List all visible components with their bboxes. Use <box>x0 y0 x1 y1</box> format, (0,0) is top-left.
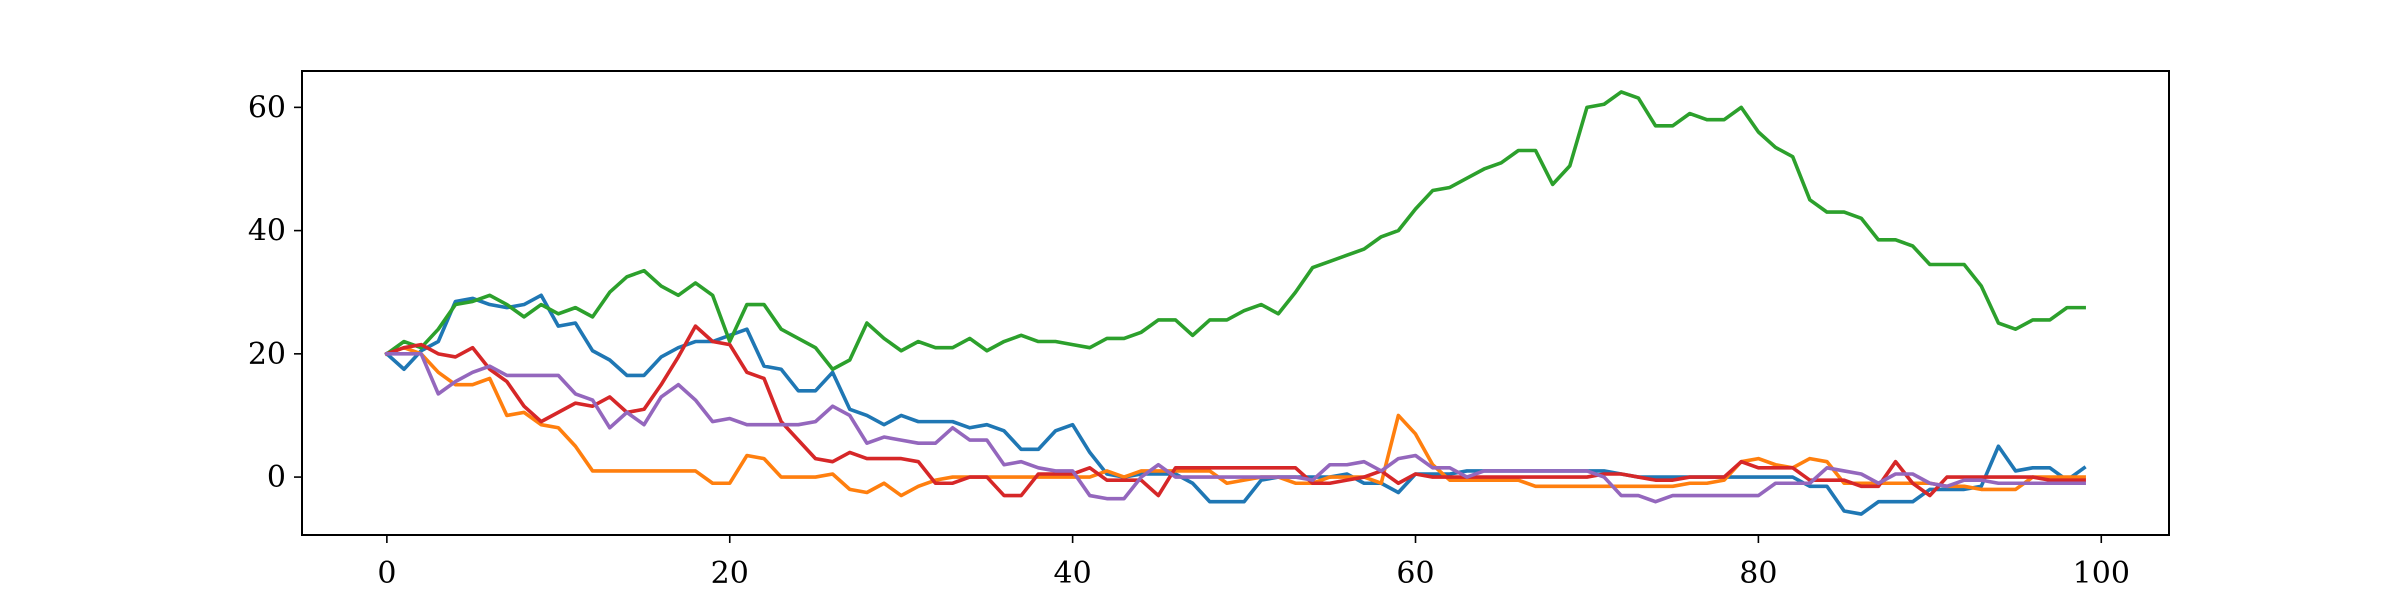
x-tick-label: 60 <box>1396 556 1434 591</box>
line-series <box>384 324 2086 498</box>
x-tick-label: 100 <box>2073 556 2130 591</box>
line-series <box>385 352 2086 504</box>
y-tick-label: 60 <box>248 90 286 125</box>
y-tick-label: 20 <box>248 337 286 372</box>
x-tick-label: 0 <box>377 556 396 591</box>
x-tick-label: 20 <box>711 556 749 591</box>
x-tick-label: 80 <box>1739 556 1777 591</box>
y-tick-label: 0 <box>267 460 286 495</box>
x-tick-label: 40 <box>1054 556 1092 591</box>
y-tick-label: 40 <box>248 214 286 249</box>
plot-frame <box>301 70 2170 536</box>
line-series <box>384 90 2086 372</box>
line-series <box>384 345 2086 498</box>
